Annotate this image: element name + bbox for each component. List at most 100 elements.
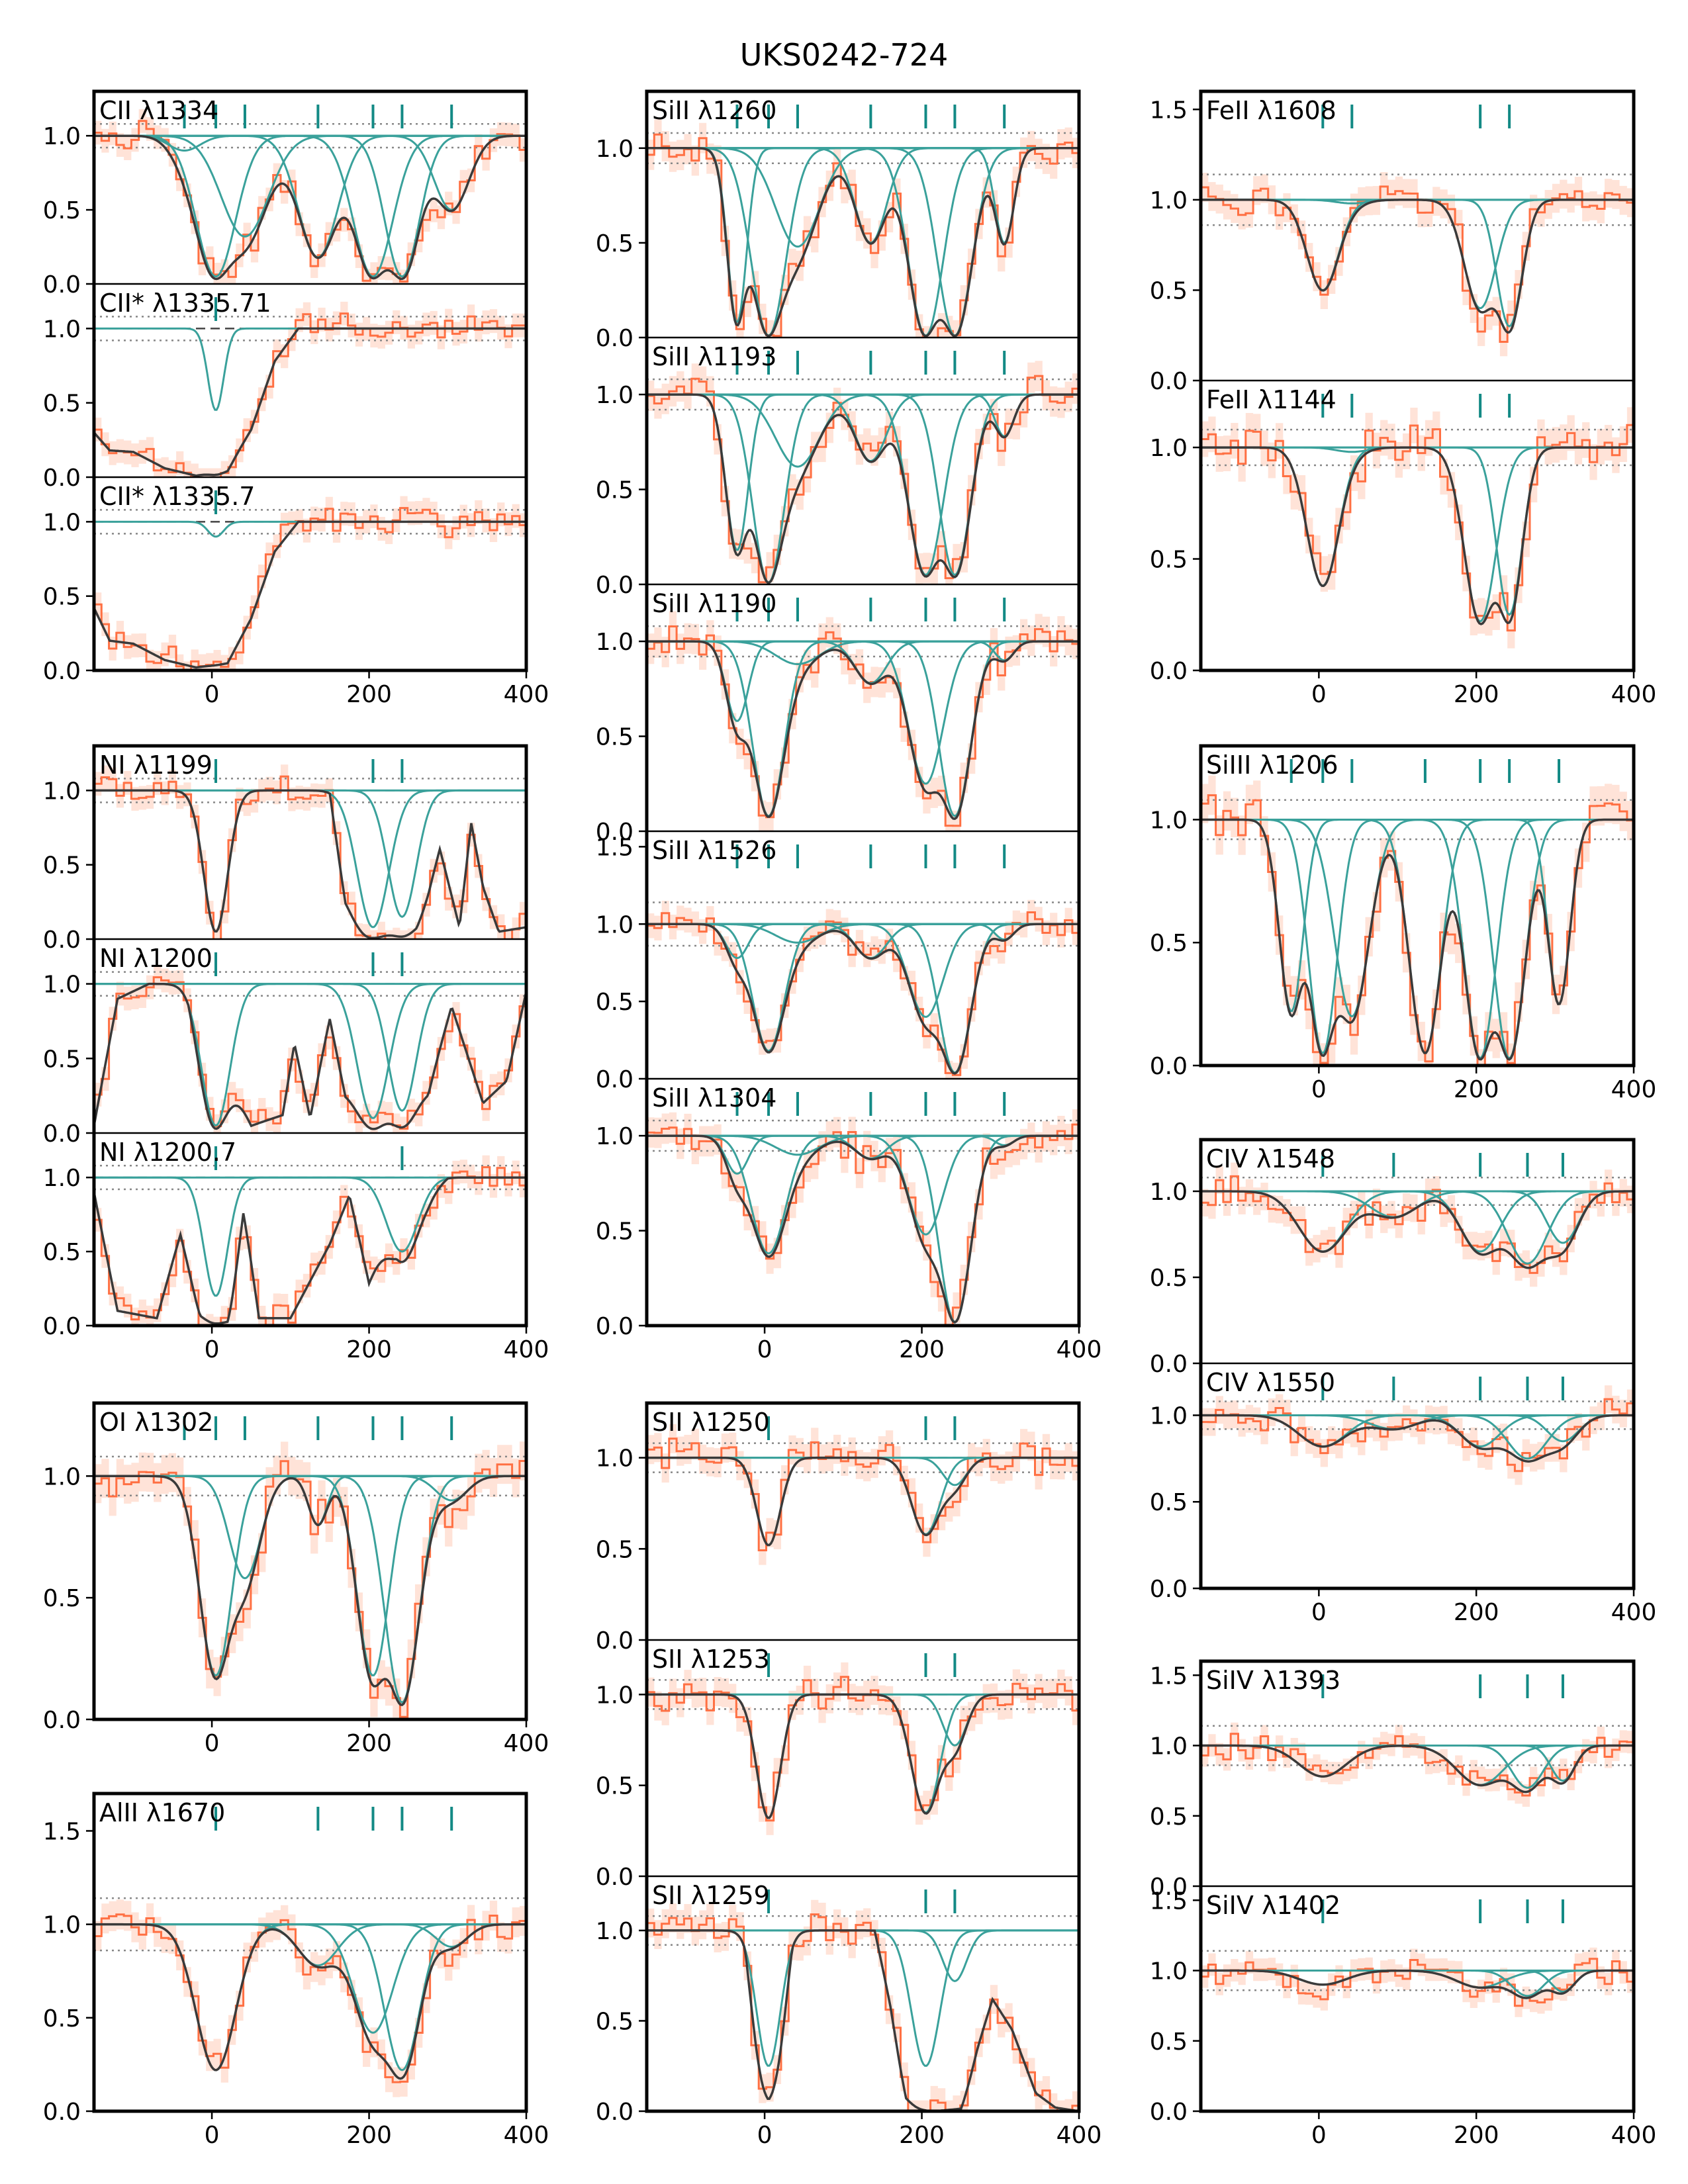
total-model	[94, 1923, 526, 2080]
error-band	[647, 1424, 1079, 1565]
panel-oi-1302: 0.0 0.5 1.0 OI λ1302	[43, 1408, 526, 1734]
x-tick-label: 0	[205, 681, 220, 708]
x-tick-label: 0	[205, 2122, 220, 2149]
panel-label: SII λ1250	[652, 1408, 770, 1437]
total-model	[1201, 1414, 1634, 1463]
panel-label: SiII λ1526	[652, 836, 776, 865]
x-tick-label: 400	[1611, 681, 1657, 708]
x-tick-label: 200	[1454, 1076, 1499, 1103]
x-tick-label: 400	[1611, 1599, 1657, 1626]
x-tick-label: 200	[1454, 1599, 1499, 1626]
y-tick-label: 0.5	[43, 390, 81, 418]
total-model	[647, 147, 1079, 338]
panel-cii-1334: 0.0 0.5 1.0 CII λ1334	[43, 96, 526, 298]
panel-label: SiII λ1304	[652, 1083, 776, 1113]
x-tick-label: 400	[1611, 2122, 1657, 2149]
total-model	[1201, 1744, 1634, 1794]
panel-block: 0.0 0.5 1.0 1.5 FeII λ1608 0.0 0.5 1.0 FeII λ114…	[1150, 89, 1657, 708]
y-tick-label: 0.5	[596, 724, 633, 751]
y-tick-label: 0.0	[43, 1313, 81, 1340]
y-tick-label: 1.0	[1150, 187, 1188, 214]
plot-area	[647, 598, 1079, 831]
panel-feii-1144: 0.0 0.5 1.0 FeII λ1144	[1150, 379, 1634, 685]
x-tick-label: 0	[1311, 2122, 1327, 2149]
y-tick-label: 1.0	[596, 1918, 633, 1945]
x-tick-label: 0	[1311, 1599, 1327, 1626]
block-frame	[92, 744, 528, 1328]
x-tick-label: 400	[504, 1730, 549, 1757]
y-tick-label: 0.0	[1150, 1576, 1188, 1603]
plot-area	[94, 1807, 526, 2097]
y-tick-label: 1.0	[596, 136, 633, 163]
y-tick-label: 1.5	[1150, 1662, 1188, 1690]
y-tick-label: 1.0	[43, 1165, 81, 1192]
total-model	[1201, 818, 1634, 1061]
x-tick-label: 0	[205, 1730, 220, 1757]
plot-area	[647, 351, 1079, 584]
plot-area	[1201, 105, 1634, 357]
x-tick-label: 200	[899, 2122, 945, 2149]
error-band	[94, 301, 526, 477]
y-tick-label: 1.0	[596, 1123, 633, 1150]
component-profile	[1201, 199, 1634, 328]
y-tick-label: 0.0	[1150, 1874, 1188, 1901]
component-profile	[94, 1923, 526, 1948]
component-profile	[1201, 446, 1634, 587]
data-spectrum	[94, 1166, 526, 1326]
panel-siii-1526: 0.0 0.5 1.0 1.5 SiII λ1526	[596, 830, 1079, 1093]
x-tick-label: 0	[1311, 681, 1327, 708]
plot-area	[647, 1889, 1079, 2111]
x-tick-label: 400	[504, 1336, 549, 1363]
figure-title: UKS0242-724	[739, 37, 949, 73]
panel-feii-1608: 0.0 0.5 1.0 1.5 FeII λ1608	[1150, 96, 1634, 395]
plot-area	[647, 1416, 1079, 1565]
plot-area	[94, 759, 526, 939]
y-tick-label: 0.5	[596, 477, 633, 504]
panel-block: 0.0 0.5 1.0 1.5 SiIV λ1393 0.0 0.5 1.0 1.5 SiIV λ…	[1150, 1659, 1657, 2149]
y-tick-label: 1.0	[1150, 1402, 1188, 1430]
y-tick-label: 0.5	[43, 1585, 81, 1612]
y-tick-label: 0.0	[1150, 1053, 1188, 1080]
panel-siii-1190: 0.0 0.5 1.0 SiII λ1190	[596, 583, 1079, 846]
y-tick-label: 1.0	[596, 911, 633, 938]
x-tick-label: 400	[1611, 1076, 1657, 1103]
y-tick-label: 1.0	[43, 509, 81, 536]
y-tick-label: 1.0	[596, 1682, 633, 1709]
y-tick-label: 0.5	[596, 2008, 633, 2035]
y-tick-label: 0.5	[1150, 1489, 1188, 1516]
error-band	[1201, 1722, 1634, 1807]
y-tick-label: 1.5	[596, 834, 633, 861]
panel-label: SiII λ1193	[652, 342, 776, 371]
panel-sii-1259: 0.0 0.5 1.0 SII λ1259	[596, 1875, 1079, 2126]
panel-alii-1670: 0.0 0.5 1.0 1.5 AlII λ1670	[43, 1798, 526, 2126]
x-tick-label: 200	[346, 681, 392, 708]
data-spectrum	[647, 1913, 1079, 2111]
y-tick-label: 0.5	[43, 852, 81, 880]
total-model	[647, 1929, 1079, 2111]
y-tick-label: 0.0	[43, 271, 81, 298]
block-frame	[645, 1401, 1081, 2113]
panel-sii-1253: 0.0 0.5 1.0 SII λ1253	[596, 1639, 1079, 1891]
y-tick-label: 0.5	[43, 1239, 81, 1266]
y-tick-label: 1.0	[43, 1463, 81, 1490]
y-tick-label: 0.0	[596, 1864, 633, 1891]
panel-label: CIV λ1550	[1206, 1368, 1335, 1397]
error-band	[94, 1155, 526, 1326]
y-tick-label: 0.0	[1150, 2099, 1188, 2126]
data-spectrum	[94, 1460, 526, 1718]
y-tick-label: 1.0	[1150, 807, 1188, 834]
x-tick-label: 0	[1311, 1076, 1327, 1103]
data-spectrum	[94, 775, 526, 939]
block-frame	[1199, 1138, 1636, 1590]
y-tick-label: 0.5	[1150, 1803, 1188, 1831]
x-tick-label: 200	[899, 1336, 945, 1363]
error-band	[1201, 407, 1634, 649]
panel-label: SII λ1259	[652, 1881, 770, 1910]
panel-block: 0.0 0.5 1.0 OI λ1302 0 200 400	[43, 1401, 549, 1757]
y-tick-label: 0.5	[596, 1218, 633, 1246]
y-tick-label: 0.0	[1150, 368, 1188, 395]
component-profile	[1201, 199, 1634, 309]
